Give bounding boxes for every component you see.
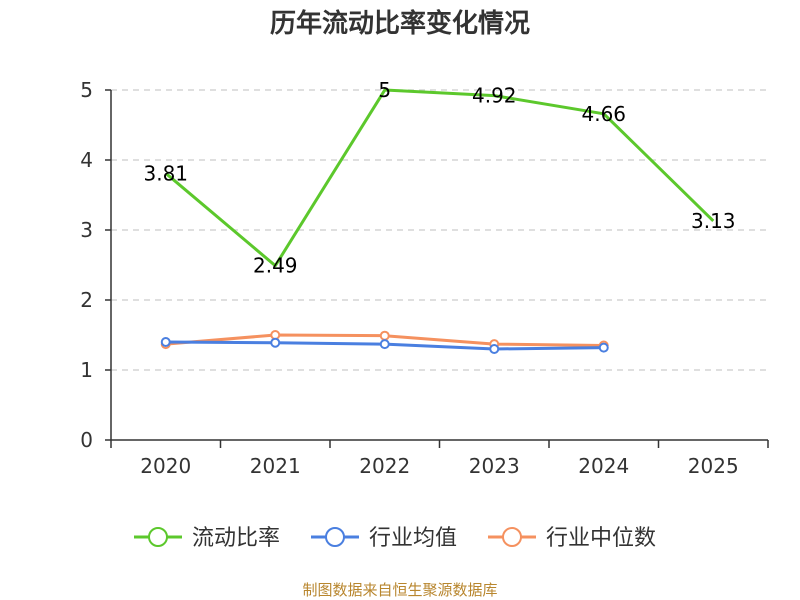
- series-point-2: [379, 330, 390, 341]
- legend-item-0[interactable]: 流动比率: [134, 526, 280, 551]
- legend-item-1[interactable]: 行业均值: [311, 526, 457, 551]
- y-tick-label: 1: [80, 358, 93, 382]
- y-tick-label: 2: [80, 288, 93, 312]
- series-point-1: [379, 339, 390, 350]
- data-labels: 3.81 2.49 5 4.92 4.66 3.13: [143, 78, 735, 278]
- data-label: 4.66: [581, 102, 626, 126]
- x-tick-label: 2021: [250, 454, 301, 478]
- x-tick-label: 2020: [140, 454, 191, 478]
- y-tick-label: 4: [80, 148, 93, 172]
- legend-label: 行业中位数: [546, 526, 656, 551]
- legend-label: 流动比率: [192, 526, 280, 551]
- y-tick-label: 5: [80, 78, 93, 102]
- x-tick-label: 2025: [688, 454, 739, 478]
- series-lines: [160, 88, 715, 354]
- series-point-1: [160, 337, 171, 347]
- data-label: 3.81: [143, 161, 188, 185]
- data-label: 2.49: [253, 254, 298, 278]
- data-label: 4.92: [472, 84, 517, 108]
- series-point-1: [598, 342, 609, 353]
- legend[interactable]: 流动比率 行业均值 行业中位数: [134, 526, 656, 551]
- source-note: 制图数据来自恒生聚源数据库: [302, 581, 497, 599]
- legend-marker: [325, 527, 345, 547]
- series-line-0: [164, 88, 715, 268]
- series-point-1: [489, 344, 500, 354]
- legend-item-2[interactable]: 行业中位数: [488, 526, 656, 551]
- grid-lines: [111, 89, 768, 371]
- data-label: 3.13: [691, 209, 736, 233]
- legend-marker: [502, 527, 522, 547]
- legend-marker: [148, 527, 168, 547]
- y-tick-label: 3: [80, 218, 93, 242]
- x-tick-label: 2023: [469, 454, 520, 478]
- legend-label: 行业均值: [369, 526, 457, 551]
- y-tick-label: 0: [80, 428, 93, 452]
- chart-title: 历年流动比率变化情况: [270, 8, 530, 39]
- series-point-1: [270, 337, 281, 348]
- x-tick-label: 2022: [359, 454, 410, 478]
- x-tick-label: 2024: [578, 454, 629, 478]
- data-label: 5: [378, 78, 391, 102]
- axes: 0 1 2 3 4 5 2020 2021 2022 2023 2024 2025: [80, 78, 769, 478]
